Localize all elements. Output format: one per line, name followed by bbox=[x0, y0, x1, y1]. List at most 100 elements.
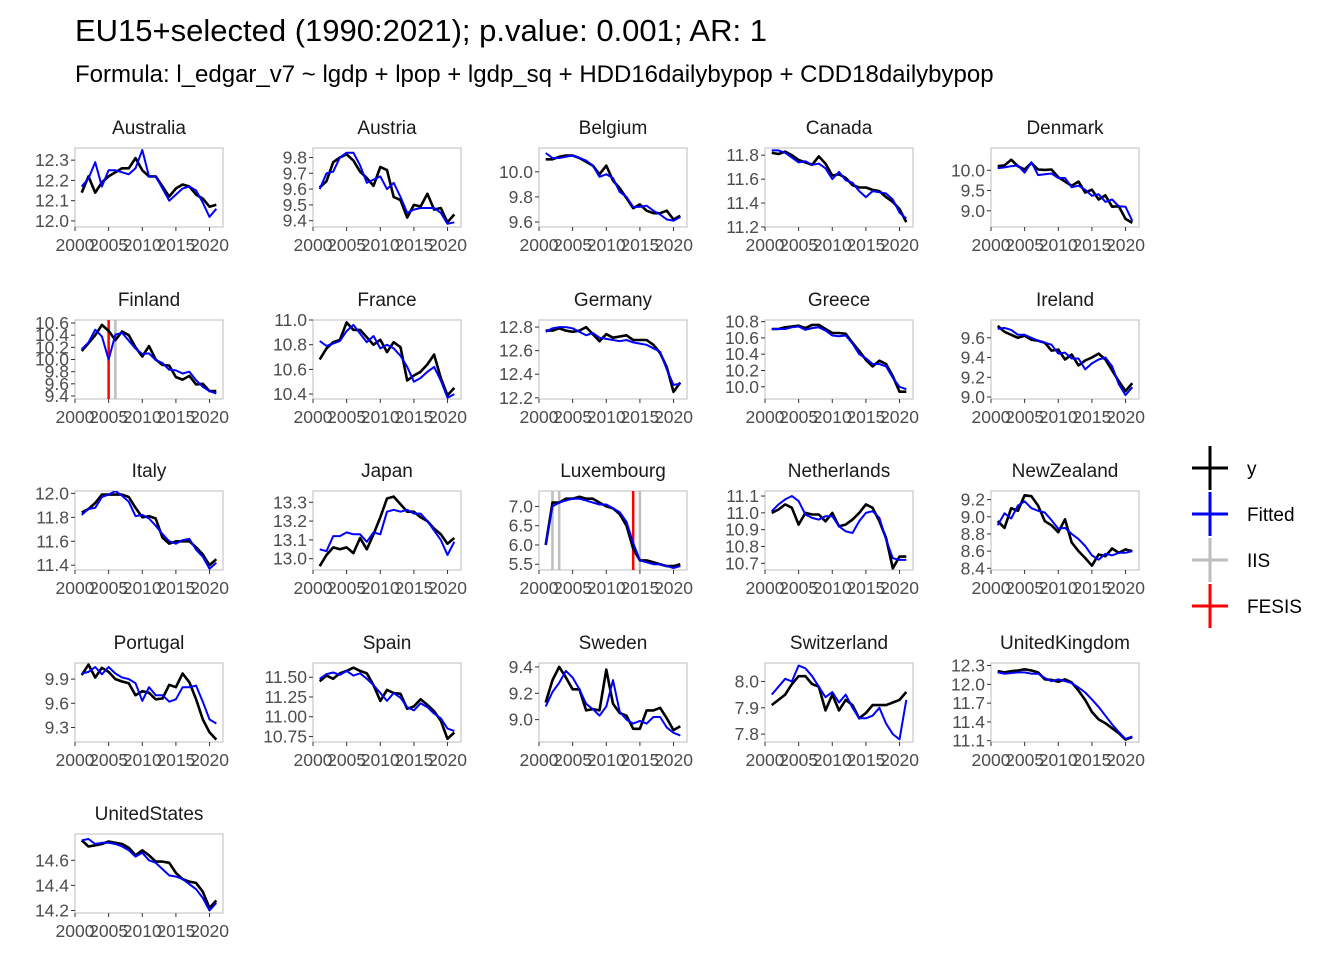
y-tick-label: 9.4 bbox=[283, 211, 308, 231]
facet-panels: Australia12.012.112.212.3200020052010201… bbox=[35, 118, 1145, 941]
panel-border bbox=[312, 147, 462, 228]
series-fitted-line bbox=[319, 323, 455, 399]
panel-border bbox=[312, 319, 462, 400]
x-tick-label: 2005 bbox=[779, 578, 818, 598]
x-tick-label: 2020 bbox=[428, 750, 467, 770]
x-tick-label: 2000 bbox=[294, 235, 333, 255]
x-tick-label: 2015 bbox=[394, 578, 433, 598]
y-tick-label: 10.4 bbox=[35, 325, 69, 345]
x-tick-label: 2005 bbox=[1005, 407, 1044, 427]
x-tick-label: 2000 bbox=[746, 407, 785, 427]
panel-border bbox=[74, 147, 224, 228]
y-tick-label: 9.7 bbox=[283, 163, 307, 183]
series-fitted-line bbox=[545, 152, 681, 222]
panel-border bbox=[74, 662, 224, 743]
y-tick-label: 8.4 bbox=[961, 558, 986, 578]
chart-subtitle: Formula: l_edgar_v7 ~ lgdp + lpop + lgdp… bbox=[75, 61, 994, 88]
x-tick-label: 2015 bbox=[620, 750, 659, 770]
panel-australia: Australia 12.012.112.212.3 200020052010201… bbox=[35, 118, 229, 255]
series-y-line bbox=[544, 665, 681, 732]
panel-japan: Japan 13.013.113.213.3 2000200520102015202… bbox=[273, 461, 467, 598]
x-tick-label: 2015 bbox=[1072, 235, 1111, 255]
panel-title: Greece bbox=[808, 290, 870, 311]
panel-title: Austria bbox=[357, 118, 417, 139]
y-tick-label: 9.4 bbox=[961, 348, 986, 368]
panel-italy: Italy 11.4 11.6 11.8 12.0 2000200520102015202… bbox=[35, 461, 229, 598]
series-fitted-line bbox=[80, 149, 218, 218]
series-fitted-line bbox=[996, 500, 1133, 561]
x-tick-label: 2005 bbox=[779, 407, 818, 427]
panel-title: Canada bbox=[806, 118, 873, 139]
panel-border bbox=[990, 147, 1140, 228]
y-tick-label: 6.0 bbox=[509, 535, 534, 555]
panel-border bbox=[990, 662, 1140, 743]
x-tick-label: 2015 bbox=[846, 750, 885, 770]
panel-title: Luxembourg bbox=[560, 461, 666, 482]
x-tick-label: 2005 bbox=[327, 407, 366, 427]
series-fitted-line bbox=[319, 669, 455, 732]
x-tick-label: 2000 bbox=[972, 235, 1011, 255]
x-tick-label: 2015 bbox=[846, 407, 885, 427]
x-tick-label: 2000 bbox=[520, 750, 559, 770]
x-tick-label: 2010 bbox=[587, 578, 626, 598]
x-tick-label: 2015 bbox=[1072, 750, 1111, 770]
x-tick-label: 2015 bbox=[156, 407, 195, 427]
y-tick-label: 9.8 bbox=[45, 362, 69, 382]
y-tick-label: 9.8 bbox=[509, 187, 533, 207]
x-tick-label: 2000 bbox=[746, 750, 785, 770]
y-tick-label: 12.0 bbox=[35, 483, 69, 503]
chart-title: EU15+selected (1990:2021); p.value: 0.00… bbox=[75, 13, 767, 48]
x-tick-label: 2020 bbox=[654, 750, 693, 770]
panel-border bbox=[764, 147, 914, 228]
x-tick-label: 2010 bbox=[587, 235, 626, 255]
series-fitted-line bbox=[997, 671, 1133, 740]
y-tick-label: 13.3 bbox=[273, 492, 307, 512]
y-tick-label: 13.1 bbox=[273, 530, 307, 550]
y-tick-label: 9.5 bbox=[961, 181, 985, 201]
panel-finland: Finland 9.49.69.810.010.210.410.6 20002005… bbox=[35, 290, 229, 427]
x-tick-label: 2005 bbox=[779, 235, 818, 255]
x-tick-label: 2000 bbox=[56, 921, 95, 941]
y-tick-label: 9.8 bbox=[283, 147, 307, 167]
legend-label: IIS bbox=[1247, 551, 1270, 572]
series-y-line bbox=[80, 839, 218, 910]
y-tick-label: 5.5 bbox=[509, 554, 533, 574]
x-tick-label: 2015 bbox=[156, 921, 195, 941]
y-tick-label: 12.4 bbox=[499, 364, 533, 384]
y-tick-label: 10.8 bbox=[273, 335, 307, 355]
x-tick-label: 2015 bbox=[394, 750, 433, 770]
x-tick-label: 2005 bbox=[553, 407, 592, 427]
x-tick-label: 2005 bbox=[89, 407, 128, 427]
series-fitted-line bbox=[544, 669, 681, 737]
x-tick-label: 2015 bbox=[1072, 578, 1111, 598]
x-tick-label: 2000 bbox=[294, 578, 333, 598]
series-y-line bbox=[997, 158, 1133, 225]
panel-title: UnitedKingdom bbox=[1000, 633, 1130, 654]
x-tick-label: 2020 bbox=[190, 750, 229, 770]
x-tick-label: 2020 bbox=[880, 750, 919, 770]
panel-border bbox=[538, 662, 688, 743]
x-tick-label: 2010 bbox=[123, 407, 162, 427]
y-tick-label: 9.0 bbox=[509, 710, 534, 730]
x-tick-label: 2005 bbox=[553, 750, 592, 770]
x-tick-label: 2000 bbox=[746, 235, 785, 255]
x-tick-label: 2020 bbox=[654, 235, 693, 255]
y-tick-label: 10.0 bbox=[725, 377, 759, 397]
y-tick-label: 12.2 bbox=[35, 170, 69, 190]
panel-border bbox=[764, 490, 914, 571]
panel-title: Denmark bbox=[1026, 118, 1104, 139]
y-tick-label: 7.9 bbox=[735, 698, 759, 718]
x-tick-label: 2020 bbox=[654, 578, 693, 598]
y-tick-label: 9.6 bbox=[283, 179, 307, 199]
series-fitted-line bbox=[319, 508, 456, 556]
panel-title: NewZealand bbox=[1012, 461, 1119, 482]
y-tick-label: 10.0 bbox=[951, 160, 985, 180]
y-tick-label: 9.6 bbox=[45, 374, 69, 394]
x-tick-label: 2010 bbox=[361, 750, 400, 770]
panel-title: Ireland bbox=[1036, 290, 1094, 311]
x-tick-label: 2005 bbox=[89, 750, 128, 770]
y-tick-label: 9.2 bbox=[509, 683, 533, 703]
series-y-line bbox=[318, 321, 456, 397]
